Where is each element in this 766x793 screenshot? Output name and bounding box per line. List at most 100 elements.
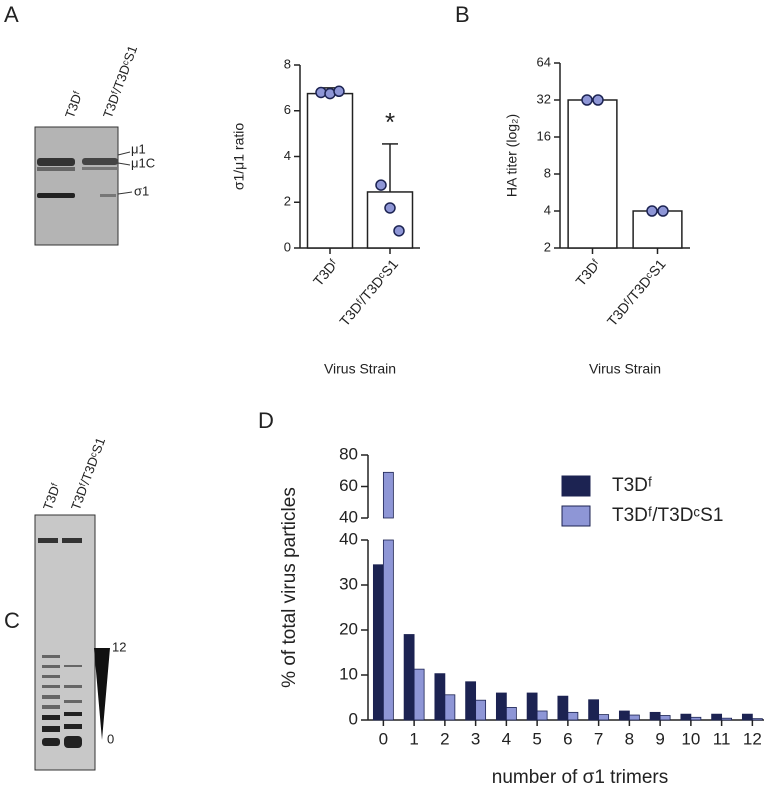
data-point [657,205,669,217]
y-tick-label: 4 [544,202,551,217]
bar [557,695,569,721]
y-tick-label: 32 [537,91,551,106]
panel-label: C [4,608,20,633]
x-tick-label: 12 [743,729,762,748]
y-tick-label: 20 [339,619,358,638]
bar [475,699,487,721]
y-tick-label: 8 [284,56,291,71]
bar [434,673,446,721]
y-tick-label: 64 [537,54,551,69]
y-tick-label: 30 [339,574,358,593]
y-tick-label: 80 [339,444,358,463]
legend-label: T3Dᶠ/T3DᶜS1 [612,505,723,526]
bar [659,715,671,721]
annotation: * [385,107,395,137]
bar [505,707,517,721]
band-label: μ1 [131,141,146,156]
x-tick-label: T3Dᶠ/T3DᶜS1 [604,256,669,329]
bar [632,210,683,249]
y-axis-label: % of total virus particles [279,487,300,688]
y-axis-label: σ1/μ1 ratio [231,123,247,191]
x-tick-label: 8 [625,729,634,748]
bar [382,539,394,721]
bar [628,714,640,721]
y-tick-label: 2 [544,239,551,254]
scale-label: 12 [112,639,126,654]
data-point [592,94,604,106]
y-tick-label: 40 [339,507,358,526]
y-tick-label: 6 [284,102,291,117]
bar [366,191,414,249]
x-tick-label: T3Dᶠ [310,256,341,289]
x-axis-label: Virus Strain [324,361,396,377]
bar [413,668,425,721]
bar [495,692,507,721]
bar [721,717,733,721]
bar [465,681,477,721]
y-axis-label: HA titer (log₂) [504,114,520,197]
gel-c [34,514,110,771]
legend-swatch [561,505,591,527]
x-tick-label: 9 [655,729,664,748]
bar [598,714,610,721]
data-point [333,85,345,98]
legend-label: T3Dᶠ [612,475,652,496]
data-point [581,94,593,106]
bar [751,718,763,721]
bar [690,716,702,721]
panel-label: B [455,2,470,27]
lane-label: T3Dᶠ/T3DᶜS1 [100,43,140,120]
bar [618,710,630,721]
y-tick-label: 16 [537,128,551,143]
bar [649,711,661,721]
y-tick-label: 2 [284,194,291,209]
bar [536,710,548,721]
x-axis-label: number of σ1 trimers [492,767,668,788]
panel-label: A [4,2,19,27]
x-axis-label: Virus Strain [589,361,661,377]
y-tick-label: 40 [339,529,358,548]
x-tick-label: 11 [713,729,731,748]
bar [741,713,753,721]
gel-a [34,126,133,246]
bar [306,92,354,249]
x-tick-label: 5 [532,729,541,748]
x-tick-label: 1 [409,729,418,748]
band-label: σ1 [134,183,149,198]
legend-swatch [561,475,591,497]
bar [588,699,600,721]
bar [526,692,538,721]
x-tick-label: 7 [594,729,603,748]
y-tick-label: 8 [544,165,551,180]
band-label: μ1C [131,155,155,170]
bar [372,564,384,721]
scale-label: 0 [107,731,114,746]
bar [567,99,618,249]
x-tick-label: 10 [681,729,700,748]
lane-label: T3Dᶠ/T3DᶜS1 [68,435,108,512]
data-point [393,225,405,237]
lane-label: T3Dᶠ [62,89,86,120]
bar [711,713,723,721]
x-tick-label: T3Dᶠ/T3DᶜS1 [336,256,401,329]
x-tick-label: T3Dᶠ [572,256,603,289]
panel-label: D [258,408,274,433]
y-tick-label: 0 [349,709,358,728]
bar [403,634,415,721]
x-tick-label: 4 [502,729,511,748]
data-point [384,202,396,214]
x-tick-label: 2 [440,729,449,748]
y-tick-label: 4 [284,148,291,163]
bar [567,711,579,721]
bar [444,694,456,721]
lane-label: T3Dᶠ [40,481,64,512]
y-tick-label: 0 [284,239,291,254]
y-tick-label: 10 [339,664,358,683]
bar [680,713,692,721]
y-tick-label: 60 [339,476,358,495]
x-tick-label: 6 [563,729,572,748]
data-point [375,179,387,191]
bar-upper [382,471,394,519]
x-tick-label: 0 [379,729,388,748]
